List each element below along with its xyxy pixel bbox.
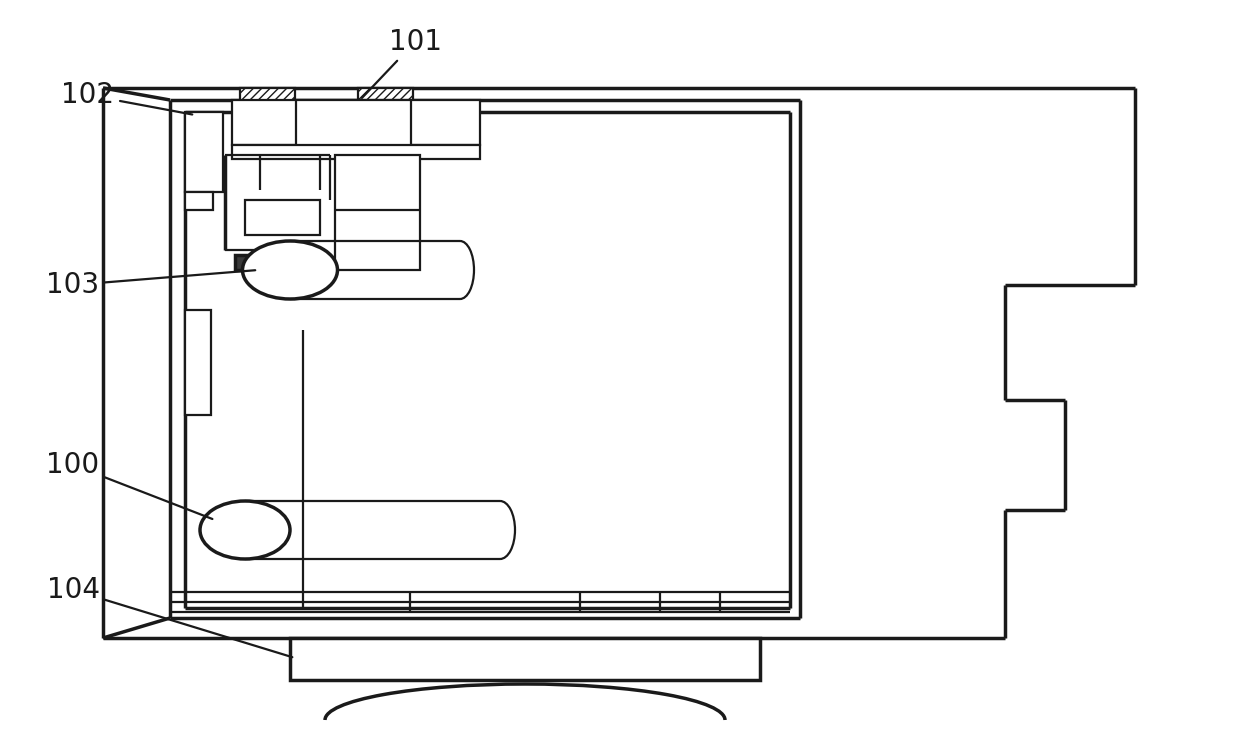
Text: 100: 100 xyxy=(46,451,212,519)
Bar xyxy=(241,88,295,112)
Bar xyxy=(335,155,420,270)
Text: 102: 102 xyxy=(62,81,192,114)
Bar xyxy=(296,100,410,155)
Bar xyxy=(232,100,480,145)
Bar xyxy=(185,112,223,192)
Bar xyxy=(358,88,413,112)
Text: 103: 103 xyxy=(46,270,255,299)
Circle shape xyxy=(224,525,236,535)
Bar xyxy=(236,255,257,270)
Ellipse shape xyxy=(200,501,290,559)
Bar xyxy=(290,638,760,680)
Text: 101: 101 xyxy=(362,28,441,98)
Bar xyxy=(246,200,320,235)
Ellipse shape xyxy=(243,241,337,299)
Circle shape xyxy=(216,516,244,544)
Text: 104: 104 xyxy=(47,576,293,657)
Circle shape xyxy=(259,257,285,283)
Bar xyxy=(185,192,213,210)
Bar xyxy=(185,310,211,415)
Bar xyxy=(232,145,480,159)
